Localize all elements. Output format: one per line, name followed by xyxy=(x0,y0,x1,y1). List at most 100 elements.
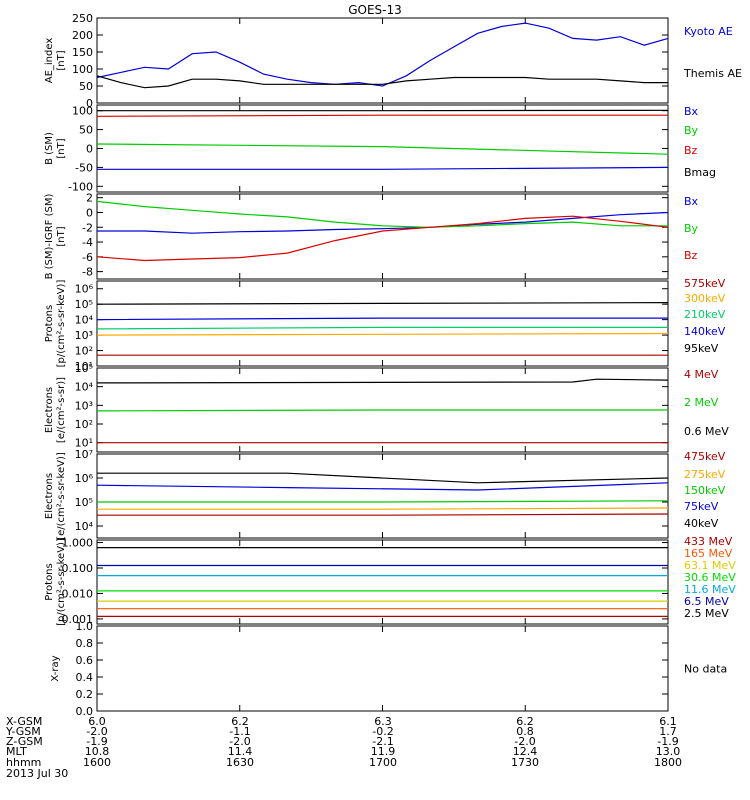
series-line xyxy=(96,302,669,305)
y-tick-label: 0 xyxy=(86,143,93,156)
x-axis-value: 11.4 xyxy=(228,745,253,758)
series-line xyxy=(96,75,668,89)
y-tick-label: 10² xyxy=(75,418,93,431)
legend-entry: 4 MeV xyxy=(684,368,719,381)
x-axis-value: 1700 xyxy=(369,756,397,769)
y-axis-label: Protons xyxy=(44,563,55,600)
series-line xyxy=(97,472,669,484)
panel-6: 10⁴ 10⁵ 10⁶ 10⁷ Electrons [e/(cm²-s-sr-keV)] 4… xyxy=(44,448,726,540)
y-axis-label: [nT] xyxy=(56,50,67,70)
series-line xyxy=(96,114,668,117)
x-axis-value: 10.8 xyxy=(85,745,110,758)
y-axis-label: B (SM)-IGRF (SM) xyxy=(44,194,55,280)
series-line xyxy=(96,22,669,87)
legend-entry: 300keV xyxy=(684,292,726,305)
legend-entry: Bx xyxy=(684,105,699,118)
legend-entry: Bz xyxy=(684,144,698,157)
x-axis-table: X-GSMY-GSMZ-GSMMLThhmm6.0-2.0-1.910.8160… xyxy=(5,715,682,780)
y-axis-label: [e/(cm²-s-sr)] xyxy=(56,377,67,443)
y-tick-label: 10³ xyxy=(75,329,93,342)
series-line xyxy=(97,166,669,170)
panel-frame xyxy=(96,625,669,712)
legend-entry: 275keV xyxy=(684,468,726,481)
panel-4: 10¹ 10² 10³ 10⁴ 10⁵ 10⁶ Protons [p/(cm²-s-sr-ke… xyxy=(44,277,726,373)
y-tick-label: 0.010 xyxy=(62,587,94,600)
x-axis-value: -2.0 xyxy=(229,735,250,748)
x-axis-row-label: X-GSM xyxy=(6,715,42,728)
y-tick-label: 0 xyxy=(86,97,93,110)
y-tick-label: -100 xyxy=(68,180,93,193)
series-line xyxy=(96,200,668,228)
y-tick-label: 10⁴ xyxy=(75,381,94,394)
x-axis-value: -1.9 xyxy=(657,735,678,748)
y-tick-label: 2 xyxy=(86,192,93,205)
series-line xyxy=(96,317,668,321)
y-axis-label: [p/(cm²-s-sr-keV)] xyxy=(56,538,67,626)
y-axis-label: Electrons xyxy=(44,473,55,519)
panel-frame xyxy=(96,453,669,539)
y-tick-label: -8 xyxy=(82,266,93,279)
panel-7: 0.001 0.010 0.100 1.000 Protons [p/(cm²-s-sr-… xyxy=(44,535,736,626)
y-axis-label: [e/(cm²-s-sr-keV)] xyxy=(56,452,67,540)
x-axis-value: 6.2 xyxy=(231,715,249,728)
y-tick-label: 0.6 xyxy=(76,654,94,667)
series-line xyxy=(96,409,668,412)
y-tick-label: 0.8 xyxy=(76,637,94,650)
y-tick-label: 10⁴ xyxy=(75,314,94,327)
series-line xyxy=(96,378,669,384)
x-axis-value: -1.1 xyxy=(229,725,250,738)
legend-entry: 63.1 MeV xyxy=(684,559,736,572)
y-tick-label: 10³ xyxy=(75,399,93,412)
x-axis-row-label: Y-GSM xyxy=(5,725,41,738)
y-axis-label: B (SM) xyxy=(44,132,55,165)
series-line xyxy=(97,500,669,503)
y-tick-label: 1.0 xyxy=(76,620,94,633)
panel-8: 0.0 0.2 0.4 0.6 0.8 1.0 X-ray No data xyxy=(50,620,727,718)
y-tick-label: 10¹ xyxy=(75,360,93,373)
legend-entry: 2 MeV xyxy=(684,396,719,409)
x-axis-value: 6.0 xyxy=(88,715,106,728)
x-axis-value: 12.4 xyxy=(513,745,538,758)
series-line xyxy=(96,215,669,262)
x-axis-value: 1730 xyxy=(511,756,539,769)
x-axis-value: 11.9 xyxy=(371,745,396,758)
y-tick-label: -6 xyxy=(82,251,93,264)
legend-entry: 575keV xyxy=(684,277,726,290)
panel-3: -8 -6 -4 -2 02 B (SM)-IGRF (SM) [nT] Bx By Bz xyxy=(44,192,699,280)
series-line xyxy=(96,482,669,491)
legend-entry: Kyoto AE xyxy=(684,25,733,38)
legend-entry: 140keV xyxy=(684,325,726,338)
legend-entry: 2.5 MeV xyxy=(684,607,729,620)
series-line xyxy=(96,326,668,330)
y-tick-label: 10⁴ xyxy=(75,520,94,533)
x-axis-value: 6.1 xyxy=(659,715,677,728)
y-tick-label: 250 xyxy=(72,12,93,25)
y-tick-label: 10⁶ xyxy=(75,283,94,296)
legend-entry: Themis AE xyxy=(683,67,742,80)
x-axis-value: 6.3 xyxy=(374,715,392,728)
legend-entry: 30.6 MeV xyxy=(684,571,736,584)
date-label: 2013 Jul 30 xyxy=(6,767,68,780)
legend-entry: Bx xyxy=(684,195,699,208)
y-tick-label: 10⁷ xyxy=(75,448,93,461)
y-tick-label: -2 xyxy=(82,221,93,234)
panel-5: 10¹ 10² 10³ 10⁴ 10⁵ Electrons [e/(cm²-s-sr)] 4 … xyxy=(44,362,729,453)
series-line xyxy=(96,332,669,336)
x-axis-value: -1.9 xyxy=(86,735,107,748)
legend-entry: By xyxy=(684,124,699,137)
legend-entry: 95keV xyxy=(684,342,719,355)
y-axis-label: [p/(cm²-s-sr-keV)] xyxy=(56,280,67,368)
panel-frame xyxy=(96,539,669,625)
legend-entry: 0.6 MeV xyxy=(684,425,729,438)
x-axis-value: -0.2 xyxy=(372,725,393,738)
legend-entry: Bz xyxy=(684,249,698,262)
y-tick-label: 150 xyxy=(72,46,93,59)
y-tick-label: 10⁵ xyxy=(75,298,93,311)
y-tick-label: 0.4 xyxy=(76,671,94,684)
panel-note: No data xyxy=(684,663,727,676)
y-tick-label: 50 xyxy=(79,124,93,137)
y-axis-label: X-ray xyxy=(50,655,61,681)
y-tick-label: 100 xyxy=(72,63,93,76)
legend-entry: By xyxy=(684,222,699,235)
